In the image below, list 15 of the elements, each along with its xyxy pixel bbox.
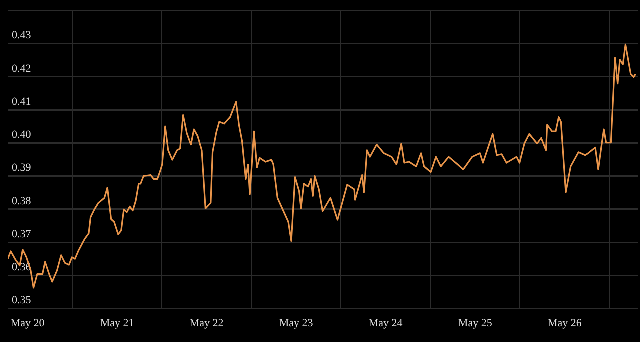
y-tick-label: 0.38 (12, 195, 32, 208)
y-tick-label: 0.41 (12, 96, 32, 108)
y-tick-label: 0.43 (12, 30, 32, 42)
y-tick-label: 0.35 (12, 294, 32, 307)
x-tick-label: May 20 (10, 317, 46, 330)
y-tick-label: 0.39 (12, 162, 32, 174)
x-tick-label: May 25 (458, 317, 493, 330)
y-tick-label: 0.37 (12, 228, 32, 240)
y-tick-label: 0.40 (12, 129, 32, 142)
x-tick-label: May 21 (100, 317, 134, 330)
y-tick-label: 0.42 (12, 62, 32, 75)
x-tick-label: May 22 (190, 317, 224, 330)
x-tick-label: May 23 (279, 317, 314, 330)
x-tick-label: May 24 (368, 317, 404, 330)
x-tick-label: May 26 (548, 317, 582, 330)
